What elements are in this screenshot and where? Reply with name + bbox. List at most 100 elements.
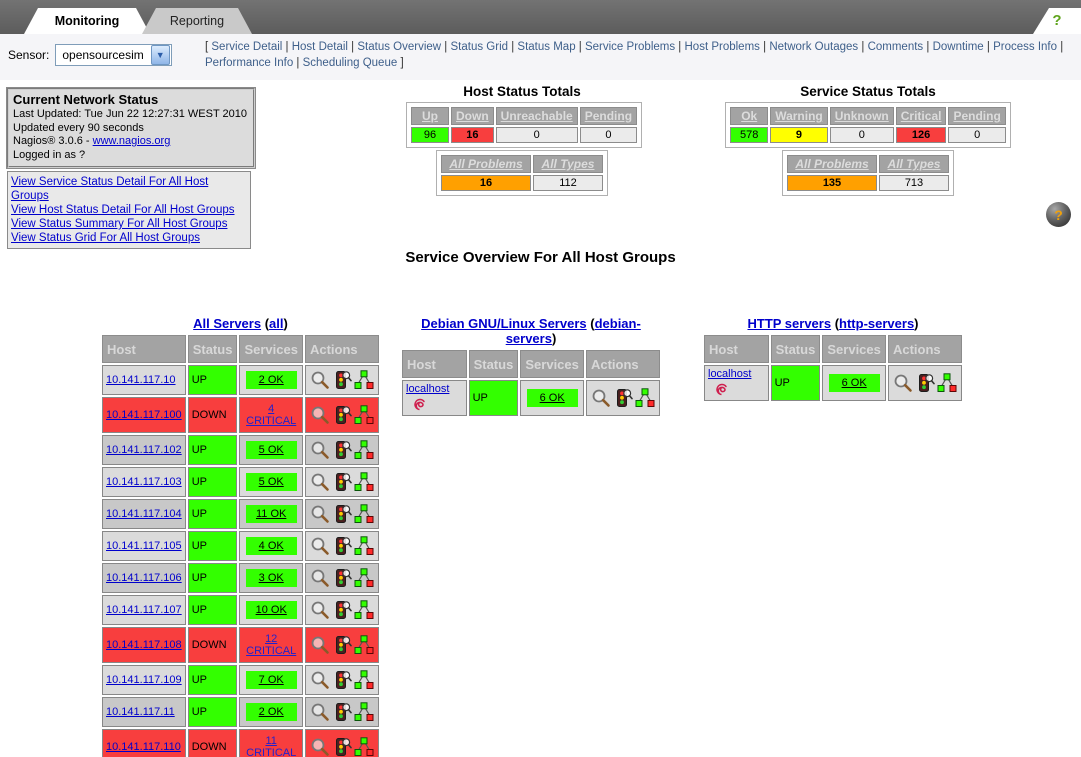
host-unreachable-link[interactable]: Unreachable bbox=[500, 109, 573, 123]
host-down-link[interactable]: Down bbox=[456, 109, 489, 123]
services-link[interactable]: 2 OK bbox=[258, 374, 284, 386]
services-link[interactable]: 12 CRITICAL bbox=[246, 633, 297, 657]
nav-link-process-info[interactable]: Process Info bbox=[993, 41, 1058, 53]
service-detail-icon[interactable] bbox=[310, 370, 330, 390]
status-info-icon[interactable] bbox=[332, 702, 352, 722]
service-detail-icon[interactable] bbox=[310, 600, 330, 620]
host-down-count[interactable]: 16 bbox=[451, 127, 494, 143]
status-map-icon[interactable] bbox=[354, 504, 374, 524]
status-map-icon[interactable] bbox=[354, 635, 374, 655]
status-info-icon[interactable] bbox=[332, 600, 352, 620]
status-info-icon[interactable] bbox=[332, 504, 352, 524]
host-link[interactable]: 10.141.117.106 bbox=[106, 572, 182, 584]
service-detail-icon[interactable] bbox=[591, 388, 611, 408]
status-map-icon[interactable] bbox=[354, 670, 374, 690]
hostgroup-alias-link[interactable]: http-servers bbox=[839, 316, 915, 331]
service-detail-icon[interactable] bbox=[893, 373, 913, 393]
svc-unknown-link[interactable]: Unknown bbox=[834, 109, 889, 123]
svc-ok-link[interactable]: Ok bbox=[741, 109, 758, 123]
tab-reporting[interactable]: Reporting bbox=[142, 8, 252, 34]
nav-link-status-map[interactable]: Status Map bbox=[517, 41, 576, 53]
service-detail-icon[interactable] bbox=[310, 504, 330, 524]
service-detail-icon[interactable] bbox=[310, 737, 330, 757]
nagios-org-link[interactable]: www.nagios.org bbox=[92, 135, 171, 147]
service-detail-icon[interactable] bbox=[310, 440, 330, 460]
svc-critical-link[interactable]: Critical bbox=[900, 109, 942, 123]
host-all-problems-link[interactable]: All Problems bbox=[449, 157, 523, 171]
status-info-icon[interactable] bbox=[332, 405, 352, 425]
host-link[interactable]: 10.141.117.104 bbox=[106, 508, 182, 520]
services-link[interactable]: 3 OK bbox=[258, 572, 284, 584]
status-info-icon[interactable] bbox=[332, 568, 352, 588]
nav-link-downtime[interactable]: Downtime bbox=[932, 41, 984, 53]
status-map-icon[interactable] bbox=[354, 440, 374, 460]
status-info-icon[interactable] bbox=[332, 536, 352, 556]
svc-all-problems-link[interactable]: All Problems bbox=[795, 157, 869, 171]
nav-link-network-outages[interactable]: Network Outages bbox=[769, 41, 859, 53]
host-link[interactable]: 10.141.117.108 bbox=[106, 639, 182, 651]
hostgroup-name-link[interactable]: All Servers bbox=[193, 316, 262, 331]
services-link[interactable]: 6 OK bbox=[841, 377, 867, 389]
status-info-icon[interactable] bbox=[915, 373, 935, 393]
host-link[interactable]: 10.141.117.11 bbox=[106, 706, 175, 718]
nav-link-comments[interactable]: Comments bbox=[867, 41, 924, 53]
quick-link[interactable]: View Status Grid For All Host Groups bbox=[11, 232, 200, 244]
status-map-icon[interactable] bbox=[354, 405, 374, 425]
host-link[interactable]: 10.141.117.100 bbox=[106, 409, 182, 421]
status-map-icon[interactable] bbox=[354, 737, 374, 757]
status-info-icon[interactable] bbox=[332, 370, 352, 390]
service-detail-icon[interactable] bbox=[310, 568, 330, 588]
host-link[interactable]: 10.141.117.102 bbox=[106, 444, 182, 456]
status-info-icon[interactable] bbox=[332, 737, 352, 757]
host-link[interactable]: localhost bbox=[406, 383, 450, 395]
service-detail-icon[interactable] bbox=[310, 635, 330, 655]
host-link[interactable]: 10.141.117.103 bbox=[106, 476, 182, 488]
status-info-icon[interactable] bbox=[332, 670, 352, 690]
help-ball-icon[interactable]: ? bbox=[1046, 202, 1071, 227]
service-detail-icon[interactable] bbox=[310, 536, 330, 556]
svc-pending-link[interactable]: Pending bbox=[953, 109, 1001, 123]
services-link[interactable]: 5 OK bbox=[258, 444, 284, 456]
services-link[interactable]: 4 CRITICAL bbox=[246, 403, 297, 427]
services-link[interactable]: 2 OK bbox=[258, 706, 284, 718]
services-link[interactable]: 4 OK bbox=[258, 540, 284, 552]
nav-link-status-grid[interactable]: Status Grid bbox=[450, 41, 509, 53]
status-map-icon[interactable] bbox=[354, 600, 374, 620]
nav-link-status-overview[interactable]: Status Overview bbox=[357, 41, 442, 53]
svc-critical-count[interactable]: 126 bbox=[895, 127, 947, 143]
sensor-select[interactable]: opensourcesim ▼ bbox=[55, 44, 172, 66]
host-link[interactable]: 10.141.117.105 bbox=[106, 540, 182, 552]
status-map-icon[interactable] bbox=[354, 472, 374, 492]
services-link[interactable]: 11 OK bbox=[256, 508, 287, 520]
svc-warning-link[interactable]: Warning bbox=[775, 109, 823, 123]
services-link[interactable]: 7 OK bbox=[258, 674, 284, 686]
host-link[interactable]: 10.141.117.109 bbox=[106, 674, 182, 686]
host-link[interactable]: 10.141.117.107 bbox=[106, 604, 182, 616]
host-link[interactable]: 10.141.117.110 bbox=[106, 741, 181, 753]
nav-link-performance-info[interactable]: Performance Info bbox=[205, 57, 294, 69]
quick-link[interactable]: View Service Status Detail For All Host … bbox=[11, 176, 209, 202]
tab-monitoring[interactable]: Monitoring bbox=[24, 8, 150, 34]
hostgroup-name-link[interactable]: Debian GNU/Linux Servers bbox=[421, 316, 587, 331]
svc-all-types-link[interactable]: All Types bbox=[887, 157, 941, 171]
hostgroup-alias-link[interactable]: all bbox=[269, 316, 284, 331]
status-map-icon[interactable] bbox=[354, 536, 374, 556]
help-tab[interactable]: ? bbox=[1033, 8, 1081, 34]
quick-link[interactable]: View Host Status Detail For All Host Gro… bbox=[11, 204, 235, 216]
nav-link-service-detail[interactable]: Service Detail bbox=[211, 41, 283, 53]
quick-link[interactable]: View Status Summary For All Host Groups bbox=[11, 218, 228, 230]
host-link[interactable]: 10.141.117.10 bbox=[106, 374, 176, 386]
services-link[interactable]: 11 CRITICAL bbox=[246, 735, 297, 757]
status-map-icon[interactable] bbox=[635, 388, 655, 408]
service-detail-icon[interactable] bbox=[310, 405, 330, 425]
status-map-icon[interactable] bbox=[354, 568, 374, 588]
status-info-icon[interactable] bbox=[613, 388, 633, 408]
service-detail-icon[interactable] bbox=[310, 472, 330, 492]
nav-link-service-problems[interactable]: Service Problems bbox=[584, 41, 676, 53]
host-all-types-link[interactable]: All Types bbox=[541, 157, 595, 171]
service-detail-icon[interactable] bbox=[310, 670, 330, 690]
svc-warning-count[interactable]: 9 bbox=[770, 127, 828, 143]
host-up-link[interactable]: Up bbox=[422, 109, 438, 123]
status-info-icon[interactable] bbox=[332, 635, 352, 655]
status-map-icon[interactable] bbox=[354, 370, 374, 390]
